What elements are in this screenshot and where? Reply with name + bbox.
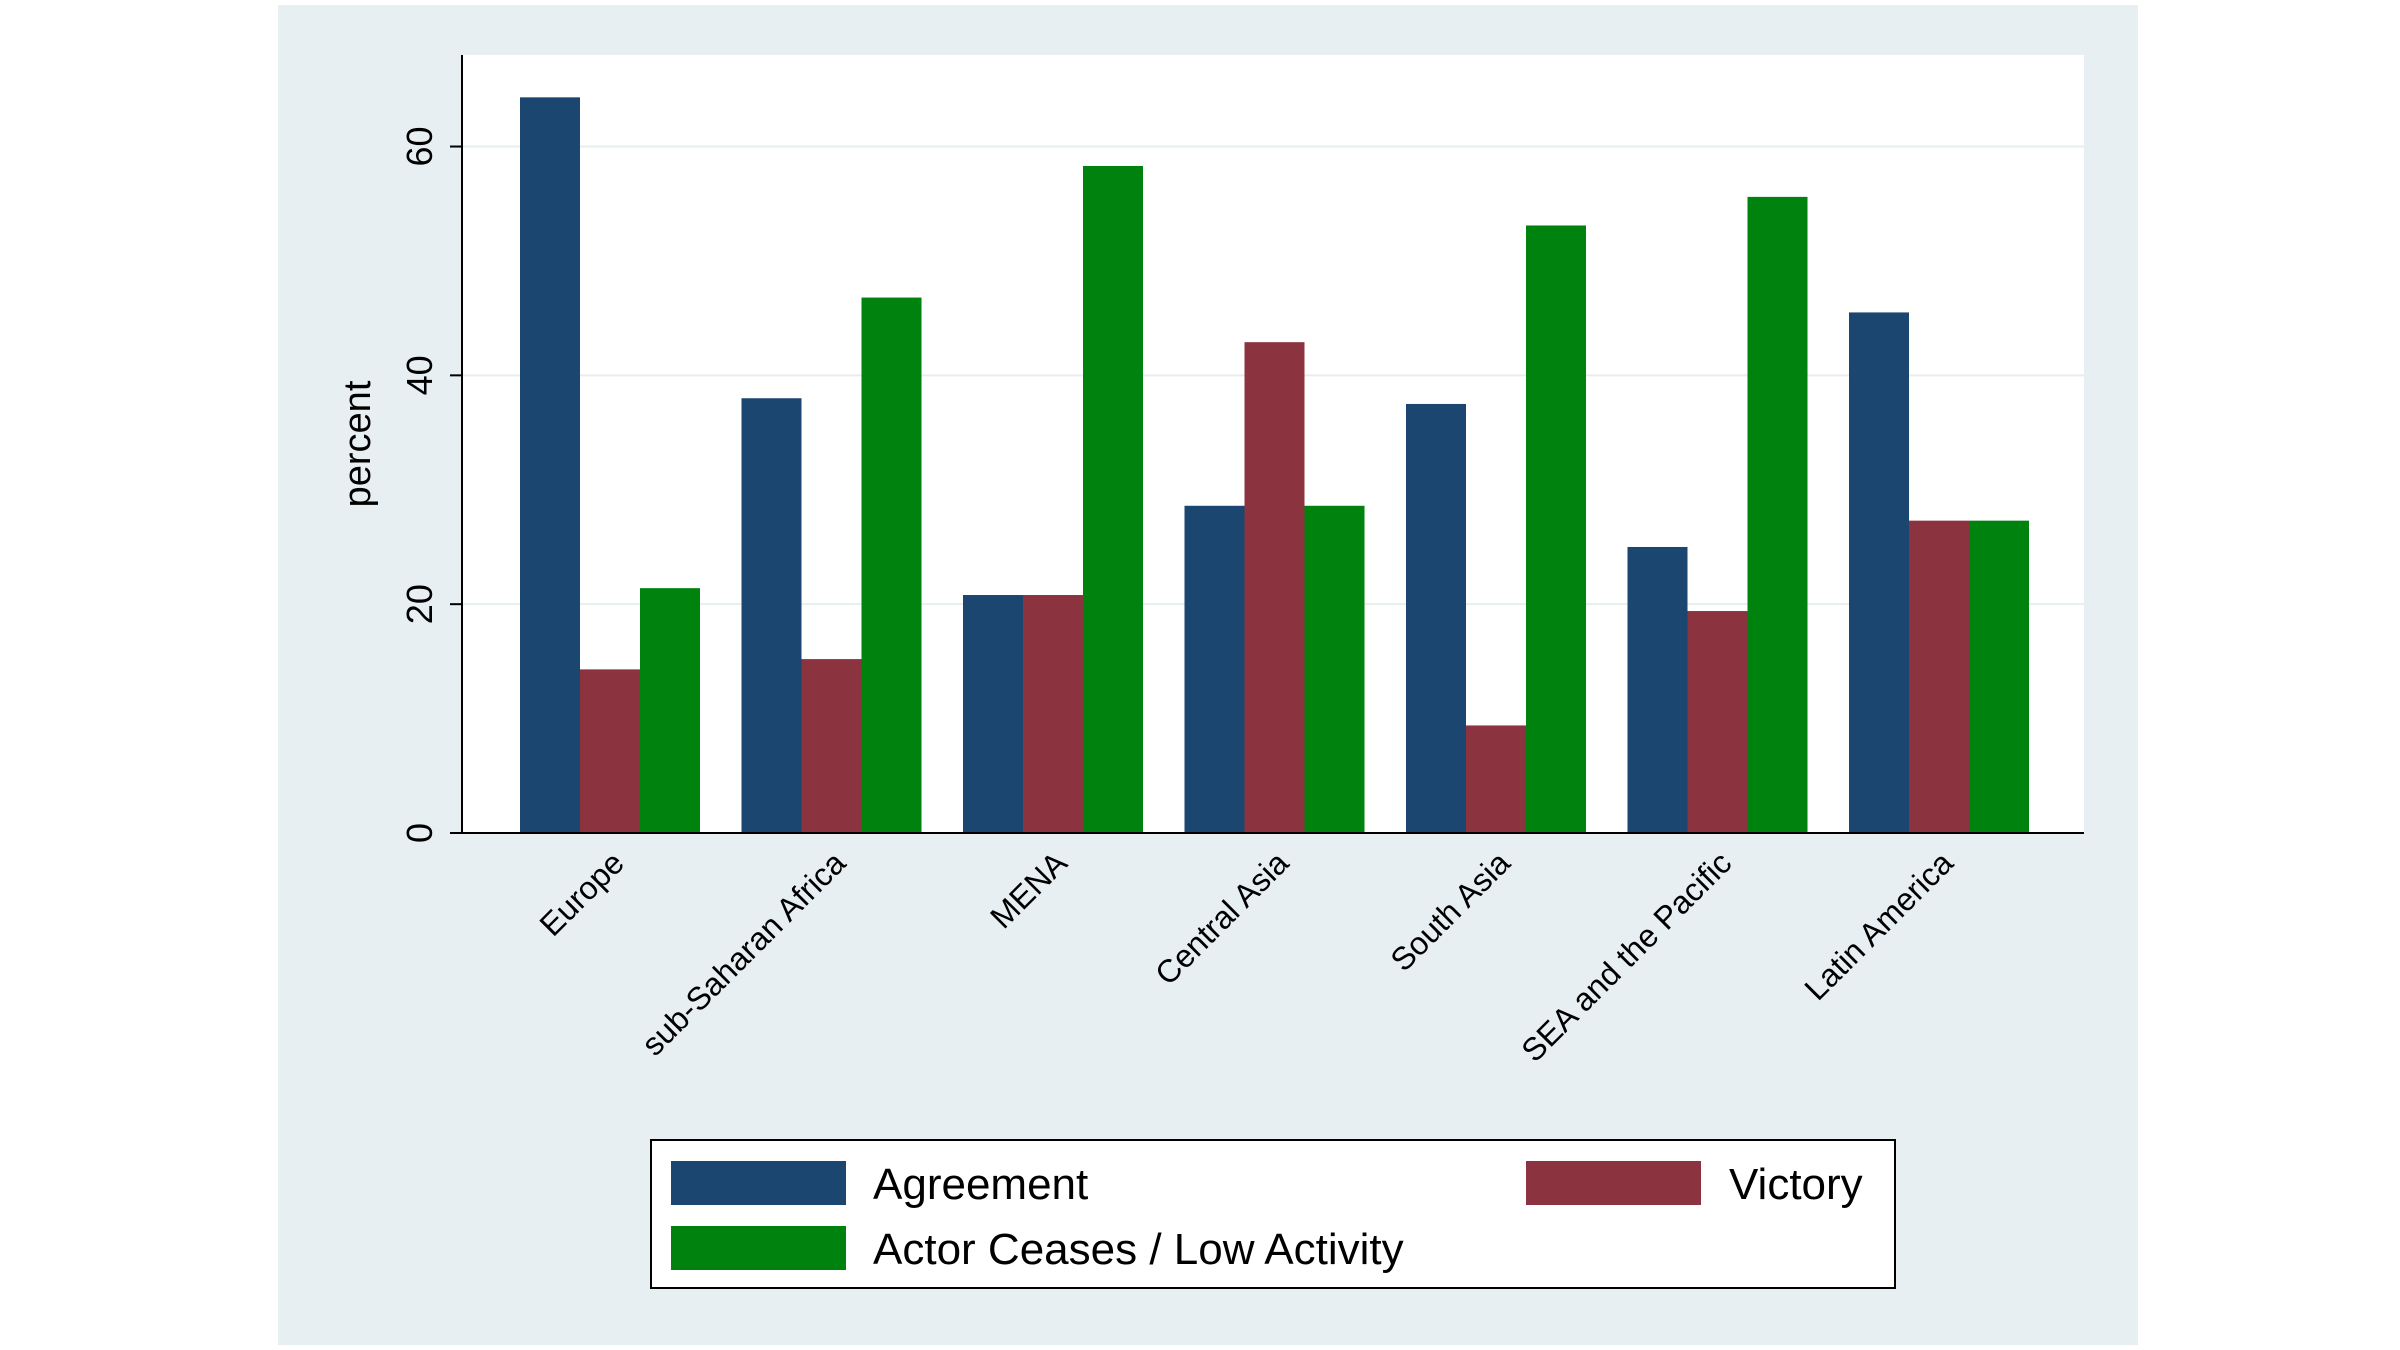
bar-europe-actor-ceases-low-activity [640, 588, 700, 833]
bar-sub-saharan-africa-actor-ceases-low-activity [861, 297, 922, 833]
y-axis-title: percent [337, 380, 379, 507]
bar-south-asia-actor-ceases-low-activity [1526, 225, 1586, 834]
legend-swatch-actor-ceases [671, 1226, 846, 1270]
y-tick-label-60: 60 [399, 127, 440, 167]
bar-south-asia-victory [1466, 725, 1526, 833]
bar-sub-saharan-africa-agreement [741, 398, 802, 833]
bar-sea-and-the-pacific-victory [1687, 611, 1748, 833]
bars [520, 97, 2029, 834]
legend: Agreement Victory Actor Ceases / Low Act… [650, 1139, 1896, 1289]
y-tick-label-40: 40 [399, 355, 440, 395]
bar-south-asia-agreement [1406, 403, 1466, 833]
bar-mena-actor-ceases-low-activity [1083, 165, 1143, 833]
y-tick-label-0: 0 [399, 823, 440, 843]
y-tick-label-20: 20 [399, 584, 440, 624]
axes [461, 55, 2084, 834]
y-ticks: 0 20 40 60 [399, 127, 462, 843]
bar-sea-and-the-pacific-agreement [1627, 546, 1688, 833]
bar-sub-saharan-africa-victory [801, 659, 862, 833]
bar-central-asia-victory [1244, 342, 1305, 833]
legend-swatch-agreement [671, 1161, 846, 1205]
bar-europe-victory [580, 669, 640, 833]
bar-latin-america-actor-ceases-low-activity [1969, 520, 2029, 833]
bar-mena-agreement [963, 595, 1023, 833]
bar-sea-and-the-pacific-actor-ceases-low-activity [1747, 196, 1808, 833]
bar-mena-victory [1023, 595, 1083, 833]
legend-label-agreement: Agreement [873, 1160, 1088, 1209]
legend-label-actor-ceases: Actor Ceases / Low Activity [873, 1225, 1404, 1274]
legend-label-victory: Victory [1729, 1160, 1863, 1209]
bar-latin-america-victory [1909, 520, 1969, 833]
legend-swatch-victory [1526, 1161, 1701, 1205]
bar-europe-agreement [520, 97, 580, 834]
bar-central-asia-actor-ceases-low-activity [1304, 505, 1365, 833]
bar-latin-america-agreement [1849, 312, 1909, 833]
bar-central-asia-agreement [1184, 505, 1245, 833]
